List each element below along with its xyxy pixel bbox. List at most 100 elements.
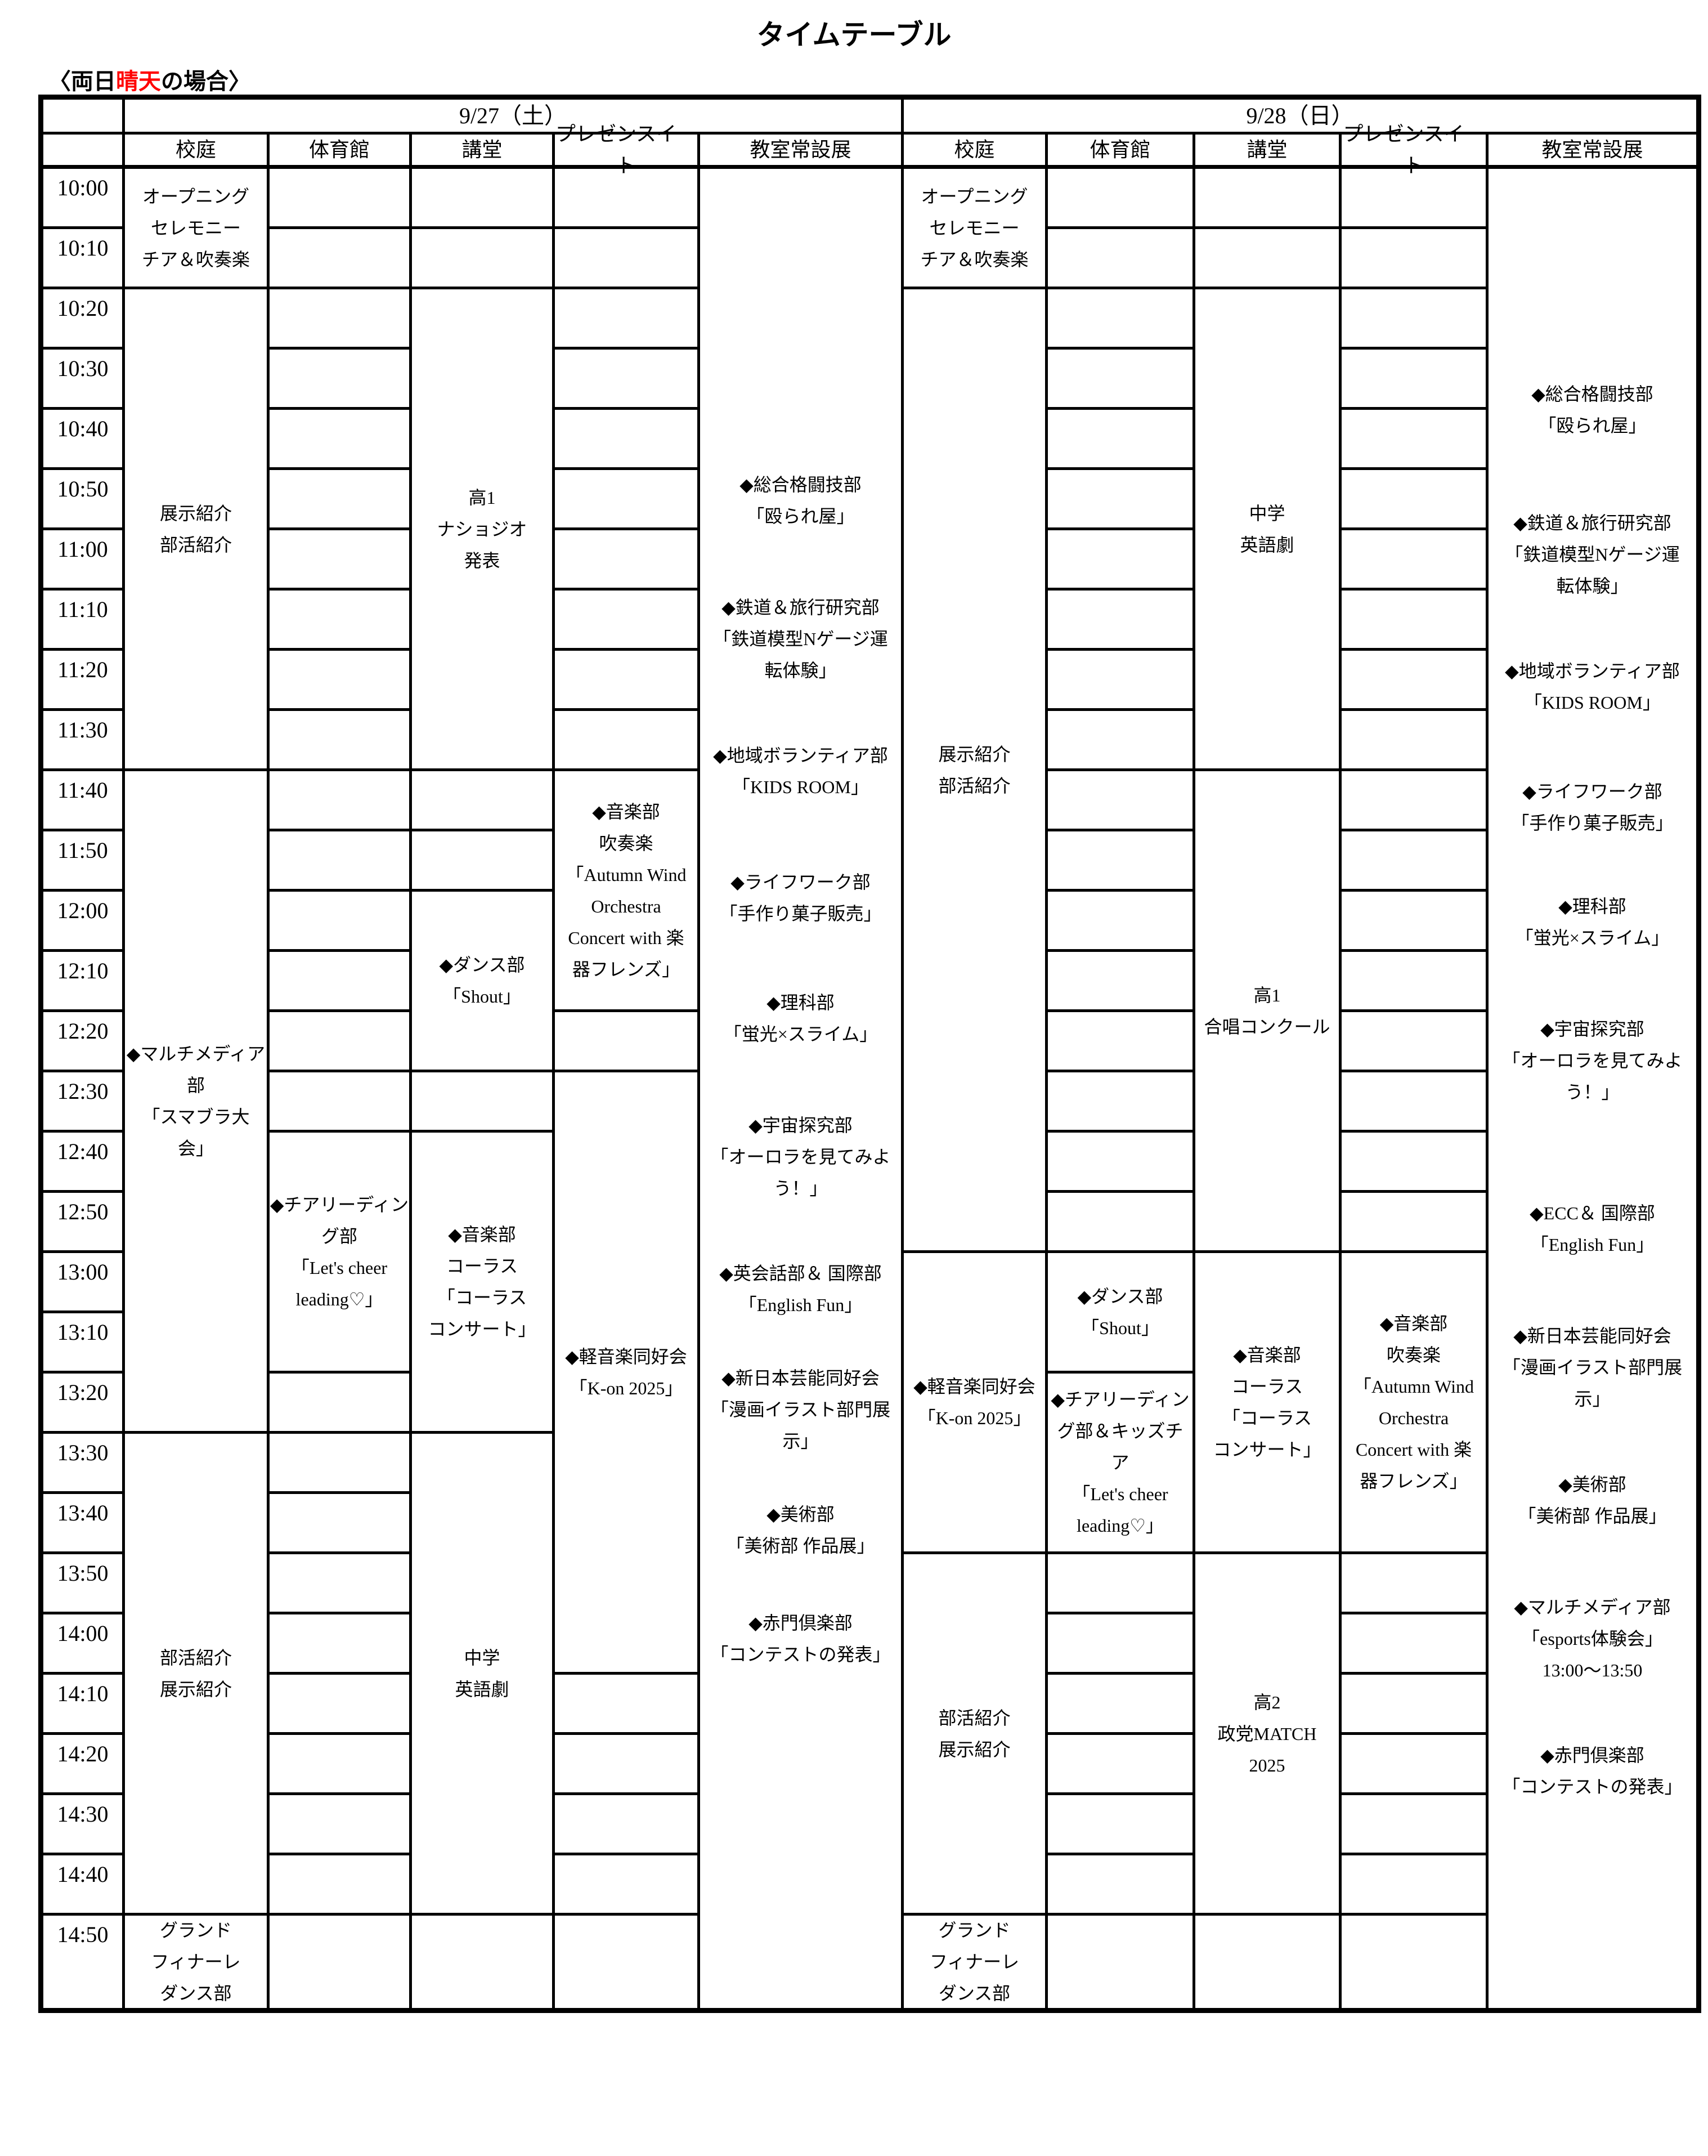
exhibit-entry: ◆新日本芸能同好会 「漫画イラスト部門展 示」 [700,1362,901,1457]
exhibit-entry: ◆総合格闘技部 「殴られ屋」 [1489,378,1696,441]
empty-cell [1342,1072,1489,1133]
event-line: 「esports体験会」 [1522,1628,1663,1649]
subtitle-suffix: の場合〉 [161,69,251,94]
event-line: leading♡」 [1077,1515,1164,1536]
venue-header: 講堂 [412,135,555,169]
empty-cell [270,892,412,952]
event-line: 「コンテストの発表」 [1502,1777,1683,1797]
event-cell: ◆チアリーディン グ部 「Let's cheer leading♡」 [270,1133,412,1374]
event-line: 「K-on 2025」 [917,1408,1032,1428]
empty-cell [555,410,700,470]
empty-cell [270,1072,412,1133]
event-line: 部活紹介 [159,1647,232,1668]
event-line: オープニング [142,186,250,207]
empty-cell [1342,651,1489,711]
empty-cell [1342,410,1489,470]
exhibit-column: ◆総合格闘技部 「殴られ屋」 ◆鉄道＆旅行研究部 「鉄道模型Nゲージ運 転体験」 ◆地域ボ… [1489,169,1696,2008]
empty-cell [1342,1916,1489,2008]
event-line: コーラス [446,1256,518,1276]
event-line: 展示紹介 [938,1739,1011,1760]
event-line: ◆理科部 [766,992,835,1013]
empty-cell [1048,892,1195,952]
event-cell: 中学 英語劇 [1195,289,1342,771]
event-line: ◆軽音楽同好会 [565,1346,687,1367]
empty-cell [1048,1614,1195,1675]
time-cell: 13:40 [43,1494,125,1554]
event-line: 英語劇 [455,1679,509,1699]
event-line: 「蛍光×スライム」 [1515,927,1670,948]
event-cell: 高2 政党MATCH 2025 [1195,1554,1342,1916]
event-line: ◆赤門倶楽部 [1540,1745,1644,1766]
event-line: 転体験」 [764,660,837,681]
event-line: グ部 [321,1225,357,1246]
event-line: 「美術部 作品展」 [1518,1505,1667,1526]
time-cell: 11:10 [43,591,125,651]
empty-cell [1195,169,1342,229]
time-cell: 12:00 [43,892,125,952]
event-line: ◆マルチメディア部 [1514,1596,1671,1617]
event-cell: 展示紹介 部活紹介 [904,289,1048,1253]
empty-cell [1342,1735,1489,1795]
event-line: 「English Fun」 [1530,1234,1655,1255]
empty-cell [1342,1795,1489,1855]
empty-cell [270,651,412,711]
empty-cell [1048,952,1195,1012]
event-cell: ◆ダンス部 「Shout」 [1048,1253,1195,1374]
event-cell: 展示紹介 部活紹介 [125,289,270,771]
empty-cell [1048,1133,1195,1193]
event-line: 吹奏楽 [599,833,653,853]
event-line: Orchestra [1378,1408,1449,1428]
empty-cell [270,952,412,1012]
page-title: タイムテーブル [756,19,952,51]
empty-cell [1342,831,1489,892]
empty-cell [270,1374,412,1434]
empty-cell [270,289,412,350]
time-cell: 12:50 [43,1193,125,1253]
event-line: ◆チアリーディン [270,1194,409,1215]
event-line: 「KIDS ROOM」 [1524,692,1661,713]
venue-header: 教室常設展 [700,135,904,169]
event-line: ◆鉄道＆旅行研究部 [721,597,880,618]
exhibit-entry: ◆ライフワーク部 「手作り菓子販売」 [1489,776,1696,839]
time-cell: 13:50 [43,1554,125,1614]
exhibit-entry: ◆理科部 「蛍光×スライム」 [700,987,901,1050]
empty-cell [1342,530,1489,591]
empty-cell [1048,470,1195,530]
event-line: 器フレンズ」 [572,959,680,979]
event-line: 吹奏楽 [1386,1345,1441,1365]
empty-cell [1342,289,1489,350]
event-line: グランド [938,1920,1011,1940]
time-cell: 10:10 [43,229,125,289]
time-cell: 12:10 [43,952,125,1012]
empty-cell [1195,229,1342,289]
exhibit-entry: ◆宇宙探究部 「オーロラを見てみよ う！」 [1489,1013,1696,1108]
event-line: 部活紹介 [938,1707,1011,1728]
empty-cell [1048,1072,1195,1133]
empty-cell [270,1735,412,1795]
empty-cell [270,169,412,229]
event-line: ◆宇宙探究部 [1540,1018,1644,1039]
empty-cell [1048,1554,1195,1614]
event-line: チア＆吹奏楽 [920,249,1029,270]
event-line: ◆新日本芸能同好会 [1513,1326,1671,1347]
empty-cell [1048,1675,1195,1735]
event-cell: グランド フィナーレ ダンス部 [904,1916,1048,2008]
empty-cell [555,1795,700,1855]
event-line: ダンス部 [160,1983,232,2003]
event-line: 器フレンズ」 [1360,1471,1468,1491]
empty-cell [270,350,412,410]
event-line: ア [1111,1452,1129,1473]
event-line: ◆ECC＆ 国際部 [1530,1203,1655,1224]
event-line: う！」 [1565,1081,1620,1102]
exhibit-entry: ◆赤門倶楽部 「コンテストの発表」 [700,1607,901,1670]
event-line: ◆ダンス部 [1077,1286,1163,1307]
event-line: ◆総合格闘技部 [739,474,862,495]
empty-cell [1048,1916,1195,2008]
venue-header: 体育館 [270,135,412,169]
empty-cell [270,1012,412,1072]
empty-cell [555,229,700,289]
event-line: 「コンテストの発表」 [710,1644,891,1665]
empty-cell [412,831,555,892]
empty-cell [555,289,700,350]
